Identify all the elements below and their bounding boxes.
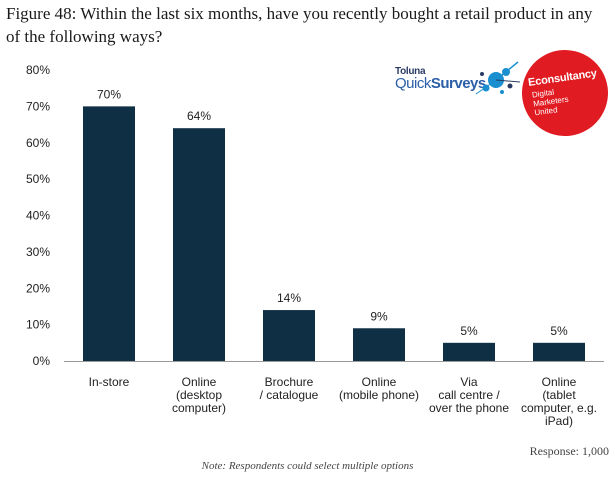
y-tick-label: 30% [26,245,50,259]
toluna-quicksurveys-logo: Toluna QuickSurveys [395,66,525,102]
bar [353,328,405,361]
toluna-quick-text: Quick [395,75,431,92]
category-label-line: Via [460,375,477,389]
category-label: Brochure / catalogue [260,375,319,402]
bar [263,310,315,361]
chart-title: Figure 48: Within the last six months, h… [6,4,593,46]
response-count: Response: 1,000 [529,444,609,458]
bar-data-labels: 70% 64% 14% 9% 5% 5% [97,87,568,337]
category-label-line: Online [542,375,577,389]
toluna-logo-small-text: Toluna [395,66,426,77]
y-tick-label: 60% [26,136,50,150]
bar-data-label: 9% [370,309,388,323]
y-tick-label: 50% [26,172,50,186]
bar [443,342,495,361]
bar [173,128,225,361]
category-label-line: (mobile phone) [339,388,419,402]
category-label-line: computer) [172,401,226,415]
category-label-line: Brochure [265,375,314,389]
bar-data-label: 70% [97,87,121,101]
y-tick-label: 80% [26,63,50,77]
bar-data-label: 5% [550,324,568,338]
y-tick-label: 0% [33,354,51,368]
category-label-line: computer, e.g. [521,401,597,415]
paint-splash-icon [475,61,521,95]
category-label-line: over the phone [429,401,509,415]
category-label-line: Online [362,375,397,389]
chart-note: Note: Respondents could select multiple … [201,460,414,472]
category-labels: In-store Online (desktop computer)Brochure /… [89,375,597,428]
bar-data-label: 14% [277,291,301,305]
bars [83,106,585,361]
category-label-line: Online [182,375,217,389]
y-tick-label: 70% [26,99,50,113]
y-axis-tick-labels: 0% 10% 20% 30% 40% 50% 60% 70% 80% [26,63,50,368]
bar-data-label: 64% [187,109,211,123]
y-tick-label: 40% [26,209,50,223]
category-label-line: / catalogue [260,388,319,402]
bar [533,342,585,361]
category-label: Via call centre / over the phone [429,375,509,415]
econsultancy-tagline: Digital Marketers United [531,86,570,118]
y-tick-label: 10% [26,318,50,332]
category-label-line: call centre / [438,388,500,402]
category-label-line: (tablet [542,388,576,402]
bar-data-label: 5% [460,324,478,338]
category-label-line: In-store [89,375,130,389]
y-tick-label: 20% [26,281,50,295]
category-label-line: (desktop [176,388,222,402]
toluna-surveys-text: Surveys [430,75,486,92]
bar [83,106,135,361]
category-label: In-store [89,375,130,389]
category-label-line: iPad) [545,414,573,428]
category-label: Online (tablet computer, e.g. iPad) [521,375,597,428]
toluna-logo-big-text: QuickSurveys [395,75,486,92]
category-label: Online (mobile phone) [339,375,419,402]
category-label: Online (desktop computer) [172,375,226,415]
